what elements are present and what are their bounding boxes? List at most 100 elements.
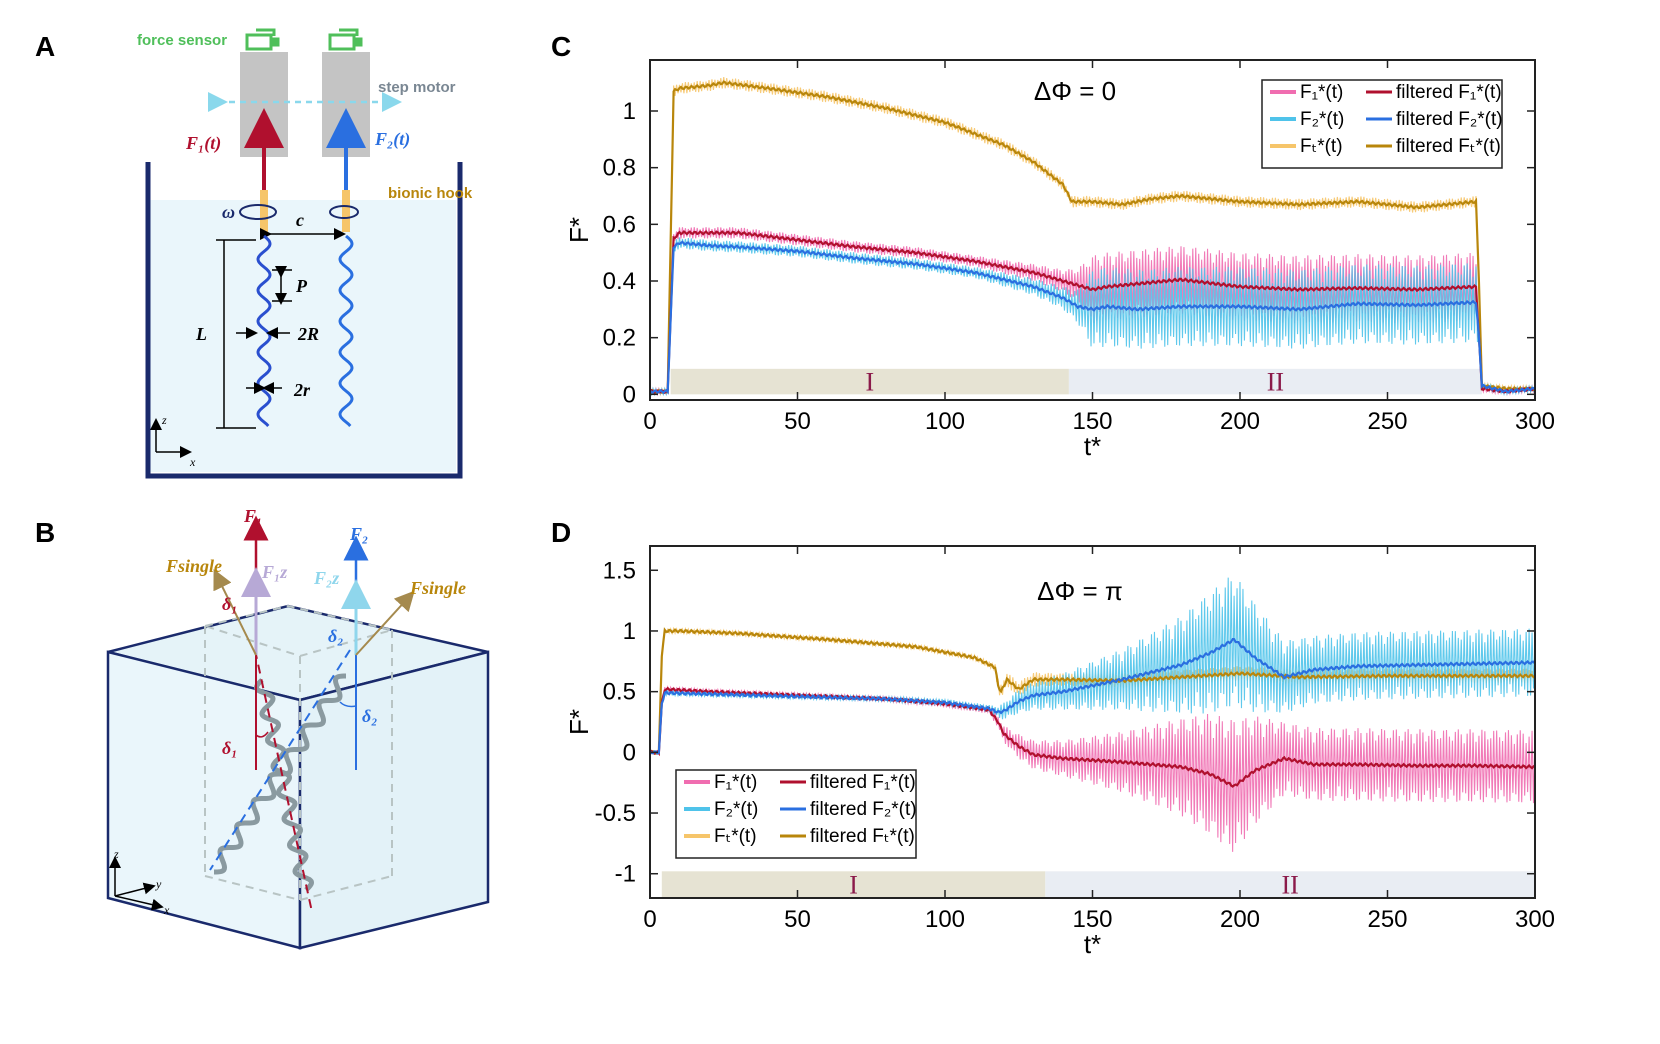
panel-a-schematic: A force sensor step motor F₁(t) F₂(t) bi… [35,28,473,479]
region-i-band [661,871,1046,898]
y-tick-label: 1.5 [603,557,636,584]
x-tick-label: 300 [1515,408,1555,435]
legend-entry: F₂*(t) [714,799,758,820]
legend-box [675,769,917,859]
y-tick-label: 0.2 [603,325,636,352]
y-tick-label: 0.6 [603,211,636,238]
series-f2-filtered [650,638,1535,755]
cube-front-right [298,650,490,950]
legend-entry: filtered F₁*(t) [1396,82,1502,103]
series-f1-raw [650,227,1535,397]
chart-d: I II0 50 100 150 200 250 300-1-0.500.511.5t*F*Δ… [564,545,1555,959]
delta2-label-top: δ₂ [328,626,344,646]
legend-entry: Fₜ*(t) [714,826,757,847]
legend-entry: F₂*(t) [1300,109,1344,130]
x-axis-label: t* [1084,431,1101,461]
legend-entry: filtered F₁*(t) [810,772,916,793]
two-r-small-label: 2r [293,380,311,400]
y-axis-label: F* [564,217,594,243]
bionic-hook-left [260,190,268,232]
y-axis-label: F* [564,709,594,735]
y-tick-label: -1 [615,861,636,888]
helix-right [338,234,354,428]
fsingle-label-left: Fsingle [165,556,222,576]
y-tick-label: -0.5 [595,800,636,827]
legend-entry: F₁*(t) [714,772,757,793]
delta2-arc [339,701,357,708]
region-ii-band [1068,368,1482,395]
region-i-label: I [865,368,874,397]
series-f2-raw [650,237,1535,397]
length-l-label: L [195,324,207,344]
legend-entry: filtered Fₜ*(t) [810,826,915,847]
chart-title: ΔΦ = 0 [1034,76,1116,106]
force-sensor-icon [245,28,363,51]
y-tick-label: 0.5 [603,679,636,706]
legend-entry: filtered F₂*(t) [810,799,917,820]
fsingle-arrow-right [355,590,415,656]
rotation-arrow-left [239,204,277,220]
legend-box [1261,79,1503,169]
axis-y-arrow-b [114,882,156,897]
chart-c: I II0 50 100 150 200 250 30000.20.40.60.81t*F*Δ… [564,59,1555,461]
f2z-label: F₂z [313,568,339,588]
series-f1-filtered [650,230,1535,395]
water-tank [145,162,463,479]
f2-label-b: F₂ [349,524,368,544]
step-motor-label: step motor [378,79,456,96]
series-ft-filtered [650,627,1535,756]
region-ii-band [1045,871,1535,898]
axis-x-label: x [189,455,196,469]
force-sensor-label: force sensor [137,32,227,49]
bionic-hook-label: bionic hook [388,185,473,202]
pitch-p-label: P [295,276,308,296]
x-tick-label: 50 [784,408,811,435]
y-tick-label: 1 [623,618,636,645]
series-f1-raw [650,685,1535,852]
delta1-label-low: δ₁ [222,738,238,758]
chart-title: ΔΦ = π [1037,576,1123,606]
helix-two-axis [209,649,351,871]
y-tick-label: 0 [623,739,636,766]
water-fill [148,200,456,472]
y-tick-label: 0.4 [603,268,636,295]
panel-label-a: A [35,31,55,62]
x-tick-label: 250 [1367,906,1407,933]
region-ii-label: II [1267,368,1284,397]
legend-entry: filtered Fₜ*(t) [1396,136,1501,157]
rotation-arrow-right [329,205,359,219]
x-tick-label: 100 [925,408,965,435]
series-ft-raw [650,76,1535,397]
x-tick-label: 200 [1220,408,1260,435]
helix-two [214,673,346,875]
series-ft-filtered [650,80,1535,395]
omega-label: ω [222,202,235,222]
axis-z-label-b: z [113,847,119,861]
delta1-label-top: δ₁ [222,594,238,614]
x-tick-label: 100 [925,906,965,933]
f1z-label: F₁z [261,562,287,582]
f2-label: F₂(t) [374,129,410,150]
fsingle-label-right: Fsingle [409,578,466,598]
axis-z-label: z [161,413,167,427]
x-tick-label: 250 [1367,408,1407,435]
y-tick-label: 0.8 [603,155,636,182]
y-tick-label: 1 [623,98,636,125]
region-i-label: I [849,871,858,900]
x-tick-label: 0 [643,906,656,933]
x-tick-label: 150 [1072,408,1112,435]
x-tick-label: 150 [1072,906,1112,933]
delta2-label-low: δ₂ [362,706,378,726]
legend-entry: F₁*(t) [1300,82,1343,103]
series-f2-filtered [650,240,1535,395]
axis-y-label-b: y [155,877,162,891]
two-r-big-label: 2R [297,324,319,344]
panel-label-d: D [551,517,571,548]
axis-x-arrow-b [114,895,164,911]
panel-label-c: C [551,31,571,62]
x-axis-label: t* [1084,929,1101,959]
x-tick-label: 200 [1220,906,1260,933]
y-tick-label: 0 [623,381,636,408]
delta1-arc [255,731,269,738]
